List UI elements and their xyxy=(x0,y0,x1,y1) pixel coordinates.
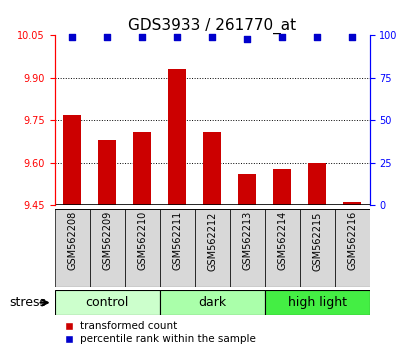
Text: GSM562214: GSM562214 xyxy=(277,211,287,270)
Bar xyxy=(160,290,265,315)
Bar xyxy=(265,290,370,315)
Bar xyxy=(194,209,230,287)
Text: GSM562208: GSM562208 xyxy=(67,211,77,270)
Point xyxy=(104,34,110,40)
Point xyxy=(349,34,355,40)
Text: dark: dark xyxy=(198,296,226,309)
Point xyxy=(174,34,181,40)
Text: GSM562216: GSM562216 xyxy=(347,211,357,270)
Bar xyxy=(230,209,265,287)
Point xyxy=(209,34,215,40)
Legend: transformed count, percentile rank within the sample: transformed count, percentile rank withi… xyxy=(60,317,260,348)
Text: GSM562212: GSM562212 xyxy=(207,211,217,270)
Bar xyxy=(203,132,221,205)
Bar xyxy=(168,69,186,205)
Bar xyxy=(308,163,326,205)
Bar xyxy=(273,169,291,205)
Bar xyxy=(160,209,194,287)
Text: GSM562213: GSM562213 xyxy=(242,211,252,270)
Bar xyxy=(63,115,81,205)
Point xyxy=(314,34,320,40)
Point xyxy=(69,34,76,40)
Bar xyxy=(55,209,89,287)
Point xyxy=(244,36,250,42)
Bar xyxy=(344,202,361,205)
Bar xyxy=(299,209,335,287)
Text: GSM562209: GSM562209 xyxy=(102,211,112,270)
Text: high light: high light xyxy=(288,296,346,309)
Bar xyxy=(98,140,116,205)
Text: GSM562210: GSM562210 xyxy=(137,211,147,270)
Text: GSM562211: GSM562211 xyxy=(172,211,182,270)
Point xyxy=(279,34,286,40)
Bar xyxy=(265,209,299,287)
Text: GSM562215: GSM562215 xyxy=(312,211,322,270)
Bar xyxy=(89,209,125,287)
Text: stress: stress xyxy=(9,296,46,309)
Title: GDS3933 / 261770_at: GDS3933 / 261770_at xyxy=(128,18,296,34)
Point xyxy=(139,34,145,40)
Bar xyxy=(335,209,370,287)
Bar xyxy=(134,132,151,205)
Bar xyxy=(125,209,160,287)
Bar xyxy=(239,174,256,205)
Bar xyxy=(55,290,160,315)
Text: control: control xyxy=(85,296,129,309)
